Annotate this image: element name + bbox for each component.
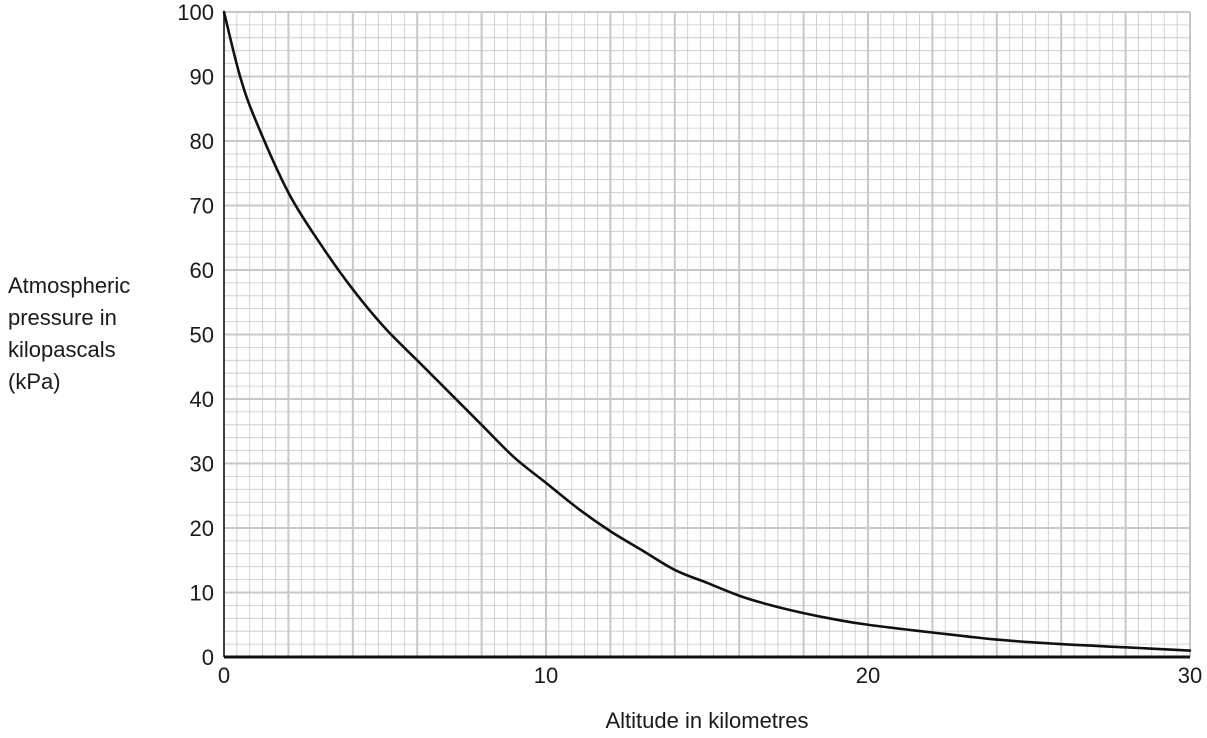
y-tick-label: 90 bbox=[190, 65, 214, 90]
y-axis-label-line: Atmospheric bbox=[8, 273, 130, 298]
y-tick-label: 60 bbox=[190, 258, 214, 283]
y-tick-label: 0 bbox=[202, 645, 214, 670]
y-tick-label: 80 bbox=[190, 129, 214, 154]
y-tick-label: 20 bbox=[190, 516, 214, 541]
pressure-curve-line bbox=[222, 10, 1192, 652]
x-tick-label: 30 bbox=[1178, 663, 1202, 688]
y-axis-label-line: kilopascals bbox=[8, 337, 116, 362]
y-axis-label-line: pressure in bbox=[8, 305, 117, 330]
y-axis-label-line: (kPa) bbox=[8, 369, 61, 394]
x-tick-label: 20 bbox=[856, 663, 880, 688]
axes bbox=[223, 12, 1190, 659]
y-tick-label: 70 bbox=[190, 194, 214, 219]
y-axis-label: Atmospheric pressure in kilopascals (kPa) bbox=[8, 273, 130, 394]
y-tick-label: 50 bbox=[190, 323, 214, 348]
x-tick-label: 10 bbox=[534, 663, 558, 688]
x-axis-label: Altitude in kilometres bbox=[606, 708, 809, 733]
x-tick-label: 0 bbox=[218, 663, 230, 688]
y-tick-label: 40 bbox=[190, 387, 214, 412]
tick-labels: 0 10 20 30 0 10 20 30 40 50 60 70 80 90 100 bbox=[177, 0, 1202, 688]
y-tick-label: 10 bbox=[190, 581, 214, 606]
grid bbox=[223, 11, 1191, 658]
series-curve bbox=[222, 10, 1192, 652]
y-tick-label: 30 bbox=[190, 452, 214, 477]
y-tick-label: 100 bbox=[177, 0, 214, 25]
